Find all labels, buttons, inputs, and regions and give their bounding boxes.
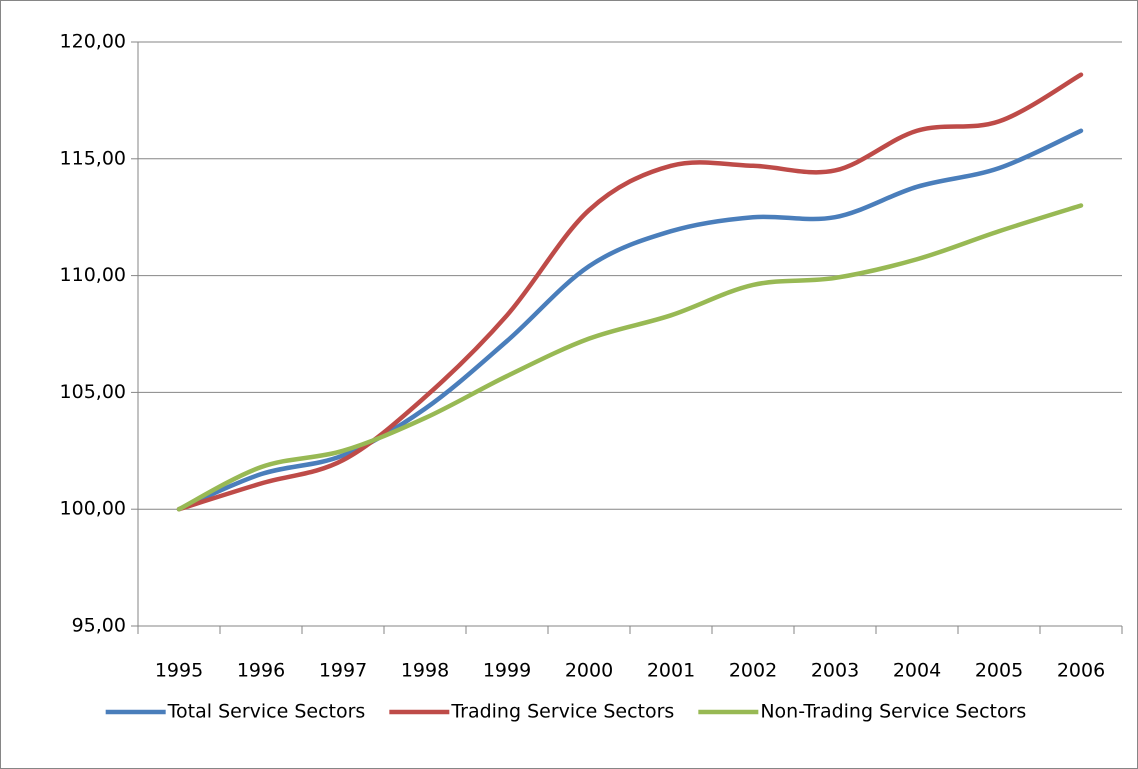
x-tick-label: 1996	[237, 660, 285, 682]
y-tick-label: 115,00	[60, 147, 126, 169]
legend-label: Total Service Sectors	[167, 701, 366, 723]
series-line	[176, 128, 1084, 512]
legend-label: Non-Trading Service Sectors	[760, 701, 1026, 723]
x-tick-label: 2006	[1057, 660, 1105, 682]
y-tick-label: 120,00	[60, 31, 126, 53]
series-line	[176, 72, 1084, 512]
x-tick-label: 1995	[155, 660, 203, 682]
y-tick-label: 110,00	[60, 264, 126, 286]
y-tick-label: 100,00	[60, 498, 126, 520]
x-tick-label: 2003	[811, 660, 859, 682]
y-tick-label: 105,00	[60, 381, 126, 403]
x-tick-label: 2001	[647, 660, 695, 682]
x-tick-label: 2005	[975, 660, 1023, 682]
x-tick-label: 2002	[729, 660, 777, 682]
series-line	[176, 203, 1084, 512]
x-tick-label: 2000	[565, 660, 613, 682]
x-tick-label: 2004	[893, 660, 941, 682]
y-tick-label: 95,00	[72, 615, 126, 637]
x-tick-label: 1999	[483, 660, 531, 682]
legend-label: Trading Service Sectors	[450, 701, 674, 723]
x-tick-label: 1998	[401, 660, 449, 682]
x-tick-label: 1997	[319, 660, 367, 682]
